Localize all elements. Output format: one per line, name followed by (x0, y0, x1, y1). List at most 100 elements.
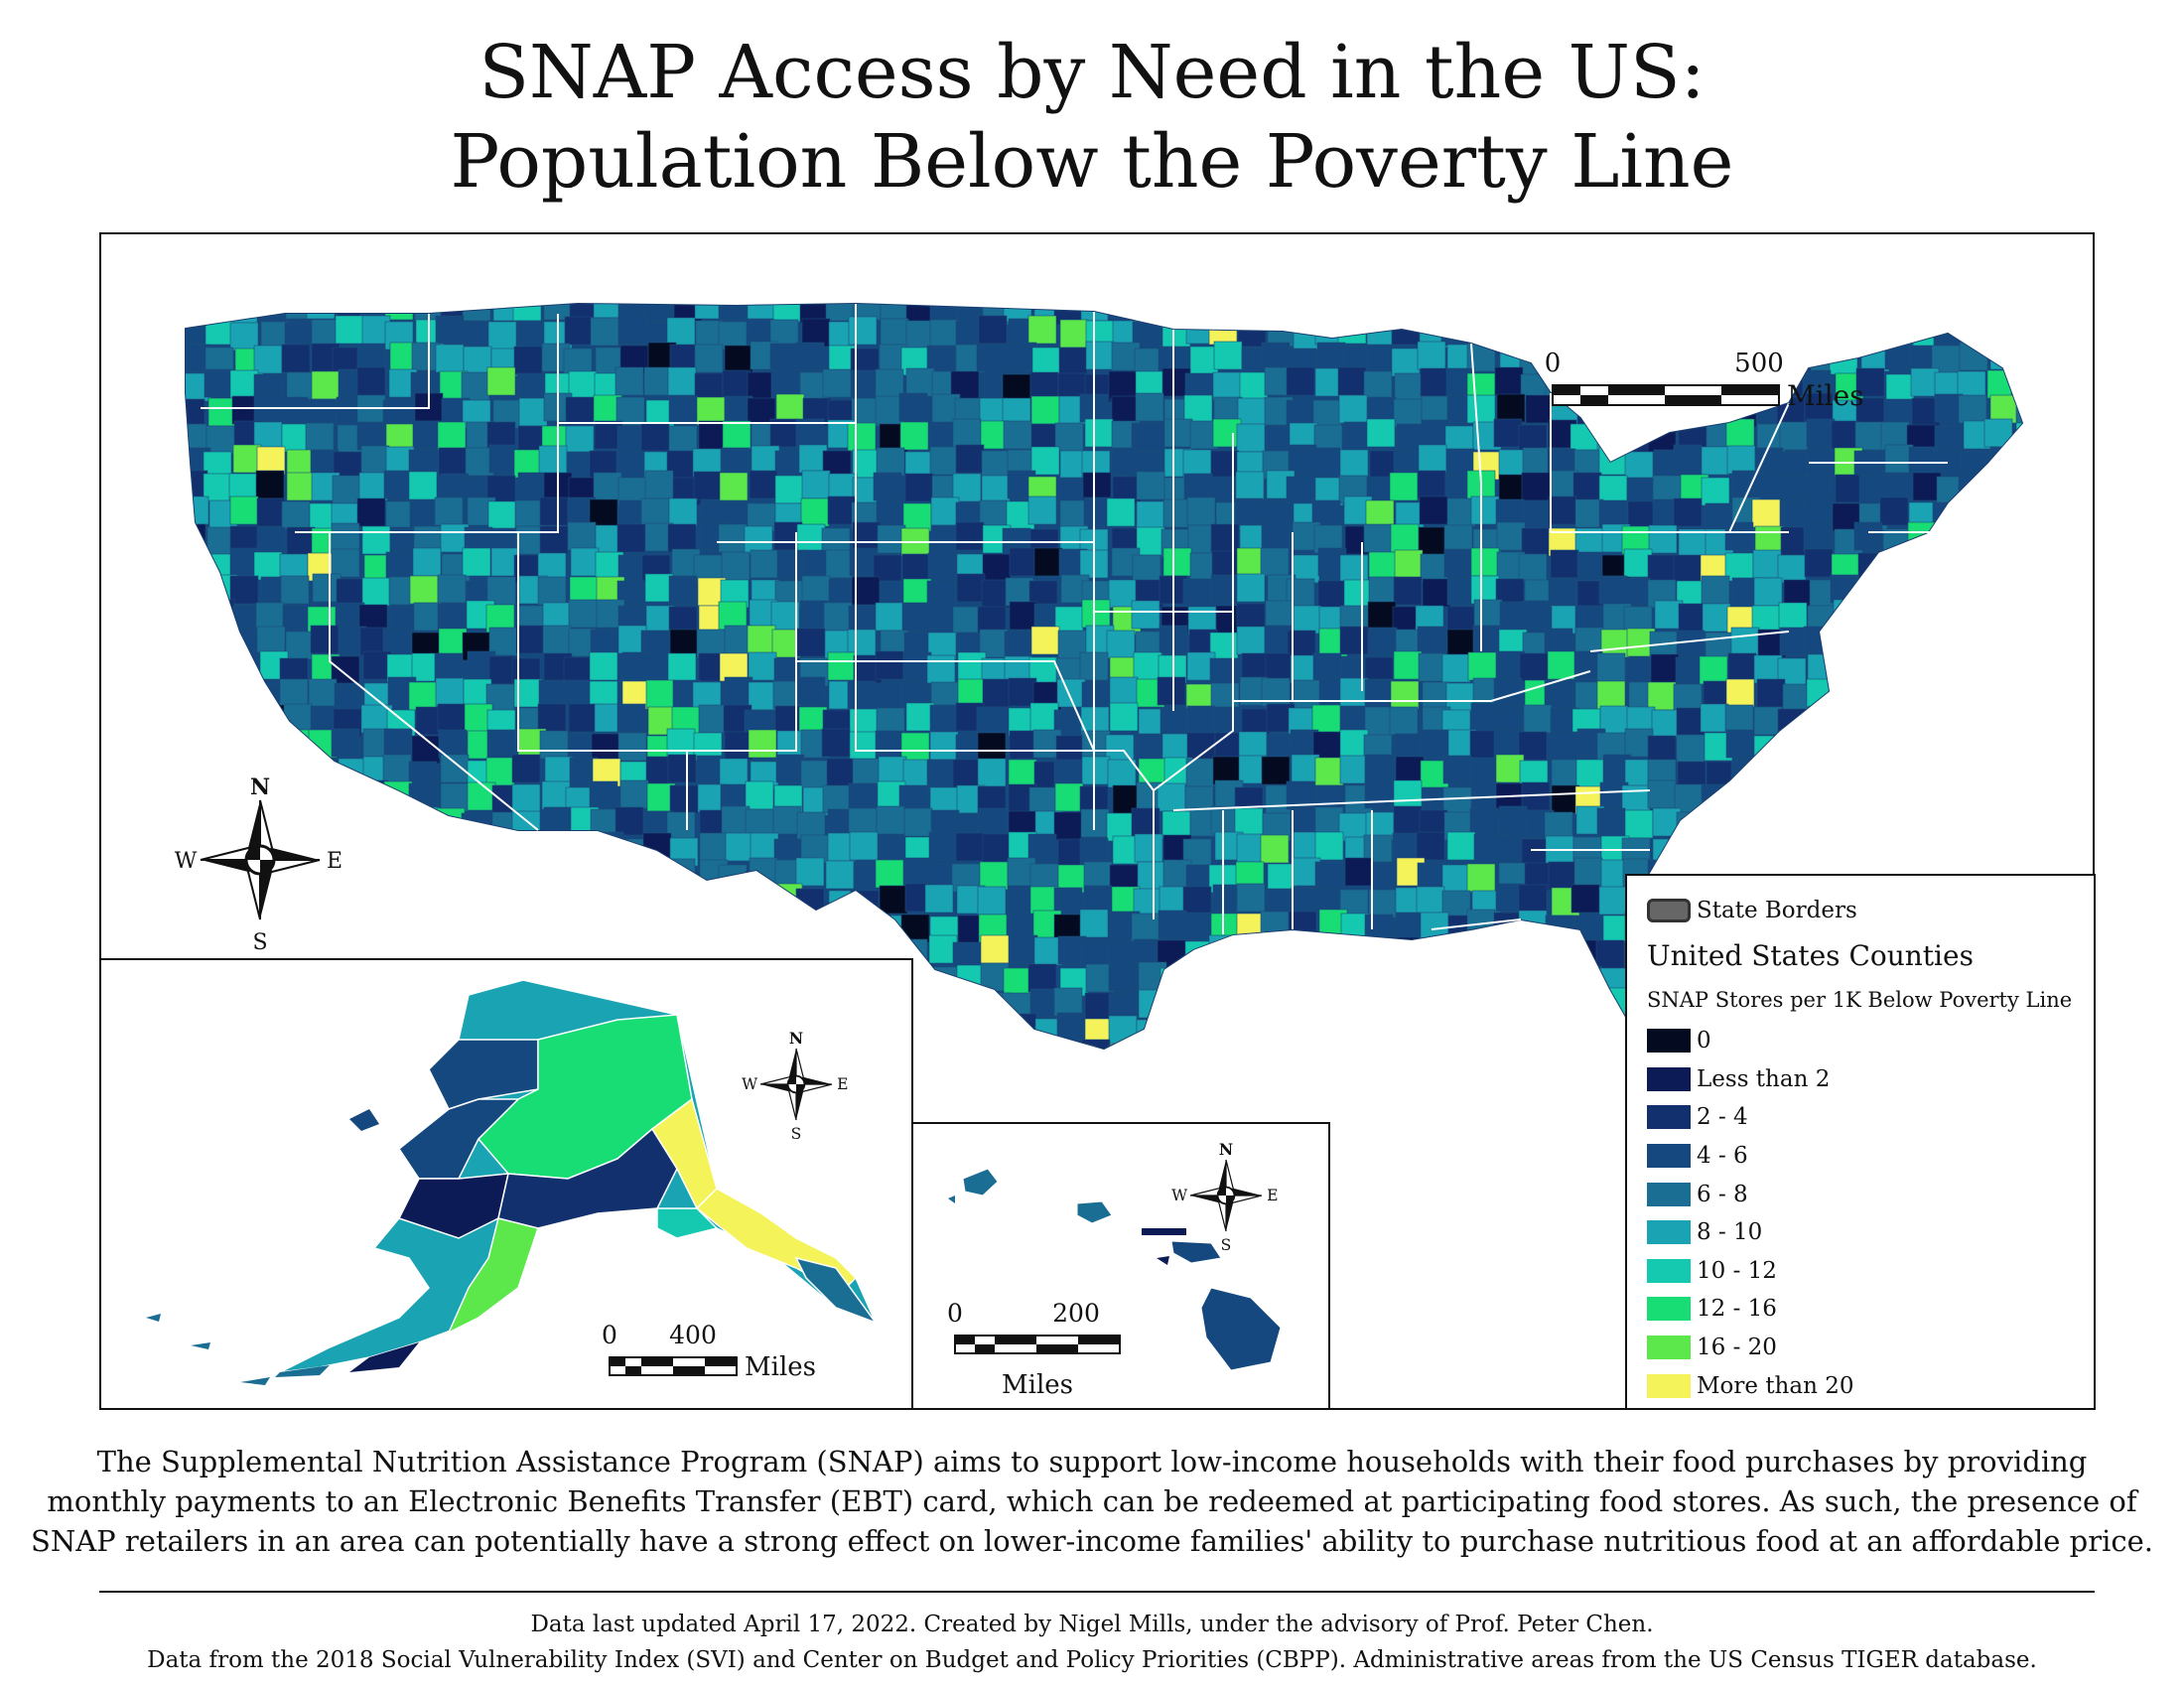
county-cell (437, 703, 467, 733)
county-cell (255, 470, 285, 499)
county-cell (1960, 683, 1989, 713)
county-cell (437, 421, 467, 451)
county-cell (1394, 549, 1424, 579)
county-cell (415, 834, 445, 864)
county-cell (1210, 450, 1240, 480)
hawaii-compass: N S W E (1171, 1140, 1278, 1254)
county-cell (1570, 989, 1600, 1019)
county-cell (878, 756, 907, 785)
county-cell (976, 706, 1006, 736)
county-cell (980, 934, 1010, 964)
county-cell (186, 304, 210, 321)
county-cell (1520, 1039, 1550, 1068)
county-cell (186, 578, 206, 608)
county-cell (415, 913, 445, 942)
county-cell (1363, 370, 1393, 400)
county-cell (1910, 367, 1940, 397)
county-cell (435, 344, 465, 373)
county-cell (1518, 553, 1548, 583)
county-cell (1855, 755, 1885, 784)
alaska-scale-bar: 0 400 Miles (602, 1321, 816, 1382)
county-cell (1131, 1038, 1160, 1067)
county-cell (1054, 782, 1084, 812)
county-cell (800, 497, 830, 527)
county-cell (796, 523, 826, 553)
county-cell (511, 783, 541, 813)
county-cell (1700, 703, 1729, 733)
map-description: The Supplemental Nutrition Assistance Pr… (30, 1442, 2154, 1561)
scale-start: 0 (1545, 349, 1562, 378)
county-cell (1365, 1043, 1395, 1072)
county-cell (1984, 318, 2014, 348)
county-cell (1395, 756, 1425, 785)
county-cell (1422, 681, 1451, 711)
county-cell (382, 805, 412, 835)
county-cell (1701, 446, 1730, 476)
county-cell (901, 602, 931, 632)
county-cell (1316, 304, 1346, 320)
hawaii-compass-n: N (1219, 1140, 1233, 1159)
county-cell (356, 886, 386, 915)
county-cell (2011, 304, 2022, 322)
county-cell (982, 678, 1012, 708)
credit-line-1: Data last updated April 17, 2022. Create… (530, 1612, 1654, 1637)
county-cell (1367, 601, 1397, 631)
county-cell (1906, 729, 1936, 759)
county-cell (1857, 552, 1887, 582)
county-cell (232, 677, 262, 707)
county-cell (750, 832, 779, 862)
county-cell (566, 889, 596, 918)
county-cell (1441, 1042, 1471, 1071)
county-cell (593, 472, 622, 501)
county-cell (1442, 786, 1472, 816)
county-cell (1059, 319, 1089, 349)
county-cell (1059, 499, 1089, 529)
county-cell (515, 625, 545, 654)
county-cell (356, 366, 386, 396)
alaska-scale-unit: Miles (745, 1352, 816, 1382)
county-cell (1210, 967, 1240, 997)
county-cell (589, 780, 618, 810)
county-cell (1545, 914, 1574, 944)
state-border-swatch (1647, 899, 1691, 922)
county-cell (1393, 805, 1423, 835)
county-cell (1234, 497, 1264, 527)
county-cell (617, 859, 647, 889)
county-cell (1964, 809, 1993, 839)
county-cell (926, 759, 956, 788)
county-cell (1033, 1043, 1063, 1072)
county-cell (1835, 474, 1864, 503)
county-cell (1778, 451, 1808, 481)
county-cell (1056, 678, 1086, 708)
county-cell (1935, 630, 1965, 659)
county-cell (775, 393, 805, 423)
county-cell (929, 319, 959, 349)
county-cell (1027, 963, 1057, 993)
county-cell (1752, 549, 1782, 579)
county-cell (488, 444, 518, 474)
county-cell (331, 548, 360, 578)
county-cell (1498, 805, 1528, 835)
county-cell (953, 1018, 983, 1048)
county-cell (1009, 601, 1038, 631)
county-cell (208, 728, 238, 758)
county-cell (1986, 580, 2016, 610)
county-cell (1363, 941, 1393, 971)
county-cell (1858, 632, 1888, 661)
map-legend: State Borders United States Counties SNA… (1625, 874, 2096, 1410)
county-cell (359, 779, 389, 809)
county-cell (1781, 732, 1811, 762)
county-cell (1390, 936, 1420, 966)
title-line-1: SNAP Access by Need in the US: (478, 30, 1706, 115)
county-cell (771, 914, 801, 944)
county-cell (1055, 1045, 1085, 1074)
county-cell (1083, 885, 1113, 914)
county-cell (1908, 832, 1938, 862)
county-cell (1442, 941, 1472, 971)
county-cell (1908, 653, 1938, 683)
county-cell (1783, 758, 1813, 787)
county-cell (666, 728, 696, 758)
county-cell (1415, 1065, 1444, 1078)
county-cell (1081, 599, 1111, 629)
county-cell (1080, 1068, 1110, 1078)
